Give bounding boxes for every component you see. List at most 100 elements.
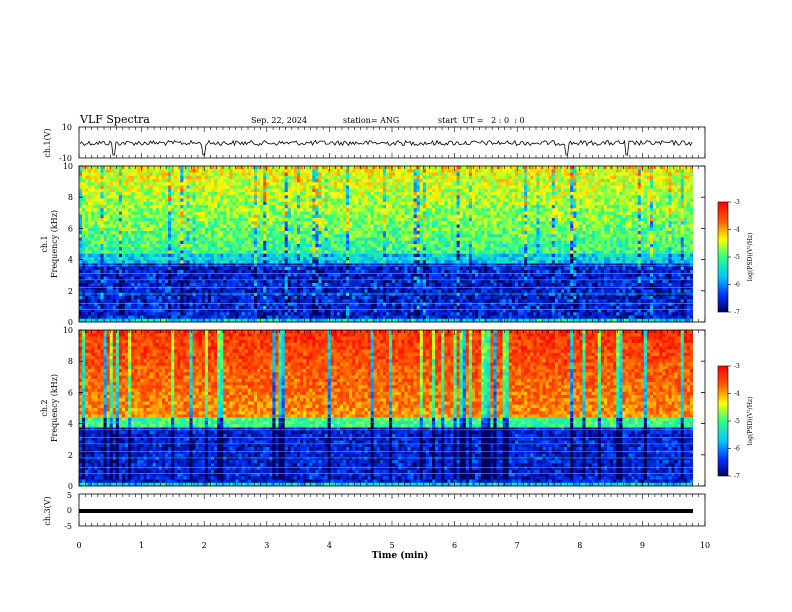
spectrogram-cell: [269, 205, 272, 209]
spectrogram-cell: [285, 238, 288, 242]
spectrogram-cell: [208, 186, 211, 190]
spectrogram-cell: [312, 299, 315, 303]
spectrogram-cell: [361, 199, 364, 203]
spectrogram-cell: [104, 241, 107, 245]
spectrogram-cell: [229, 225, 232, 229]
spectrogram-cell: [328, 205, 331, 209]
spectrogram-cell: [279, 306, 282, 310]
spectrogram-cell: [263, 316, 266, 320]
spectrogram-cell: [266, 208, 269, 212]
spectrogram-cell: [180, 286, 183, 290]
spectrogram-cell: [361, 264, 364, 268]
spectrogram-cell: [374, 260, 377, 264]
spectrogram-cell: [85, 267, 88, 271]
spectrogram-cell: [251, 241, 254, 245]
spectrogram-cell: [260, 280, 263, 284]
spectrogram-cell: [294, 238, 297, 242]
spectrogram-cell: [383, 283, 386, 287]
spectrogram-cell: [285, 205, 288, 209]
spectrogram-cell: [226, 186, 229, 190]
spectrogram-cell: [300, 286, 303, 290]
spectrogram-cell: [165, 231, 168, 235]
spectrogram-cell: [125, 186, 128, 190]
spectrogram-cell: [269, 270, 272, 274]
spectrogram-cell: [193, 254, 196, 258]
spectrogram-cell: [355, 202, 358, 206]
spectrogram-cell: [223, 306, 226, 310]
spectrogram-cell: [291, 280, 294, 284]
spectrogram-cell: [328, 186, 331, 190]
spectrogram-cell: [79, 247, 82, 251]
spectrogram-cell: [236, 228, 239, 232]
spectrogram-cell: [174, 212, 177, 216]
spectrogram-cell: [309, 241, 312, 245]
spectrogram-cell: [97, 267, 100, 271]
spectrogram-cell: [282, 280, 285, 284]
spectrogram-cell: [361, 260, 364, 264]
spectrogram-cell: [193, 299, 196, 303]
spectrogram-cell: [352, 231, 355, 235]
spectrogram-cell: [288, 212, 291, 216]
spectrogram-cell: [85, 169, 88, 173]
spectrogram-cell: [257, 228, 260, 232]
spectrogram-cell: [340, 247, 343, 251]
spectrogram-cell: [368, 195, 371, 199]
spectrogram-cell: [229, 169, 232, 173]
spectrogram-cell: [303, 247, 306, 251]
spectrogram-cell: [208, 195, 211, 199]
spectrogram-cell: [125, 283, 128, 287]
spectrogram-cell: [125, 234, 128, 238]
spectrogram-cell: [260, 254, 263, 258]
spectrogram-cell: [358, 312, 361, 316]
spectrogram-cell: [269, 189, 272, 193]
spectrogram-cell: [242, 264, 245, 268]
spectrogram-cell: [371, 234, 374, 238]
spectrogram-cell: [343, 286, 346, 290]
spectrogram-cell: [331, 202, 334, 206]
spectrogram-cell: [208, 182, 211, 186]
spectrogram-cell: [269, 221, 272, 225]
spectrogram-cell: [263, 166, 266, 170]
spectrogram-cell: [386, 296, 389, 300]
spectrogram-cell: [88, 270, 91, 274]
spectrogram-cell: [186, 267, 189, 271]
spectrogram-cell: [288, 182, 291, 186]
spectrogram-cell: [322, 257, 325, 261]
spectrogram-cell: [190, 182, 193, 186]
spectrogram-cell: [122, 280, 125, 284]
spectrogram-cell: [143, 189, 146, 193]
spectrogram-cell: [337, 199, 340, 203]
spectrogram-cell: [183, 264, 186, 268]
spectrogram-cell: [266, 195, 269, 199]
spectrogram-cell: [392, 267, 395, 271]
spectrogram-cell: [233, 199, 236, 203]
spectrogram-cell: [380, 247, 383, 251]
spectrogram-cell: [233, 312, 236, 316]
spectrogram-cell: [251, 205, 254, 209]
spectrogram-cell: [288, 247, 291, 251]
spectrogram-cell: [306, 208, 309, 212]
spectrogram-cell: [279, 169, 282, 173]
spectrogram-cell: [205, 247, 208, 251]
spectrogram-cell: [386, 267, 389, 271]
spectrogram-cell: [325, 257, 328, 261]
spectrogram-cell: [186, 169, 189, 173]
spectrogram-cell: [245, 247, 248, 251]
spectrogram-cell: [116, 186, 119, 190]
spectrogram-cell: [107, 299, 110, 303]
spectrogram-cell: [315, 290, 318, 294]
spectrogram-cell: [131, 254, 134, 258]
spectrogram-cell: [337, 225, 340, 229]
spectrogram-cell: [186, 215, 189, 219]
spectrogram-cell: [223, 247, 226, 251]
spectrogram-cell: [395, 247, 398, 251]
spectrogram-cell: [352, 221, 355, 225]
spectrogram-cell: [156, 228, 159, 232]
spectrogram-cell: [374, 166, 377, 170]
spectrogram-cell: [389, 280, 392, 284]
spectrogram-cell: [242, 286, 245, 290]
spectrogram-cell: [260, 299, 263, 303]
spectrogram-cell: [190, 231, 193, 235]
spectrogram-cell: [128, 280, 131, 284]
spectrogram-cell: [343, 199, 346, 203]
